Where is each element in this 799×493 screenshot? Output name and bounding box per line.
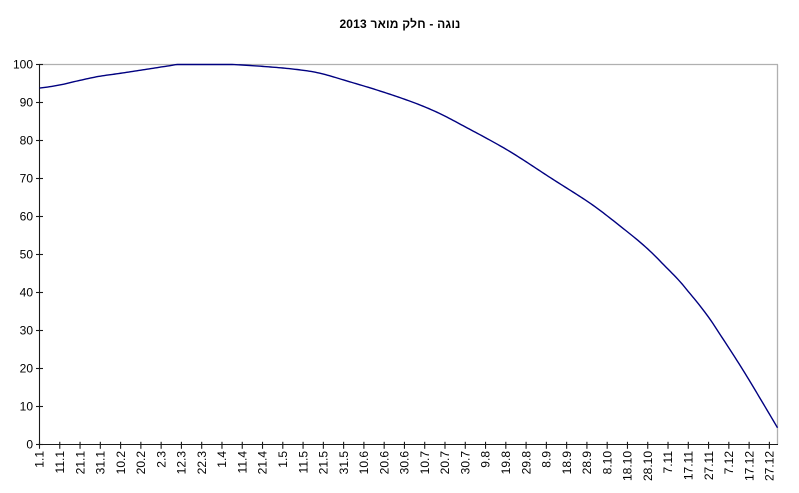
svg-text:10: 10: [20, 400, 34, 414]
svg-text:28.10: 28.10: [641, 451, 655, 481]
svg-text:29.8: 29.8: [519, 451, 533, 475]
svg-text:90: 90: [20, 96, 34, 110]
svg-text:12.3: 12.3: [175, 451, 189, 475]
svg-text:11.5: 11.5: [296, 451, 310, 474]
svg-text:20.6: 20.6: [377, 451, 391, 475]
svg-text:31.5: 31.5: [337, 451, 351, 475]
svg-text:10.7: 10.7: [418, 451, 432, 475]
svg-text:31.1: 31.1: [94, 451, 108, 475]
svg-text:70: 70: [20, 172, 34, 186]
svg-text:21.4: 21.4: [256, 451, 270, 475]
svg-text:28.9: 28.9: [580, 451, 594, 475]
svg-text:2.3: 2.3: [154, 451, 168, 468]
svg-text:20.7: 20.7: [438, 451, 452, 475]
svg-text:80: 80: [20, 134, 34, 148]
svg-text:10.6: 10.6: [357, 451, 371, 475]
svg-text:9.8: 9.8: [479, 451, 493, 468]
svg-text:נוגה - חלק מואר 2013: נוגה - חלק מואר 2013: [339, 17, 460, 31]
svg-text:11.1: 11.1: [53, 451, 67, 474]
svg-text:0: 0: [26, 438, 33, 452]
svg-text:1.5: 1.5: [276, 451, 290, 468]
svg-text:18.10: 18.10: [621, 451, 635, 481]
svg-text:20: 20: [20, 362, 34, 376]
svg-text:1.4: 1.4: [215, 451, 229, 468]
svg-text:21.1: 21.1: [73, 451, 87, 475]
svg-text:8.9: 8.9: [540, 451, 554, 468]
svg-text:30.6: 30.6: [398, 451, 412, 475]
svg-text:27.12: 27.12: [763, 451, 777, 481]
svg-text:27.11: 27.11: [702, 451, 716, 480]
svg-text:18.9: 18.9: [560, 451, 574, 475]
svg-text:7.11: 7.11: [661, 451, 675, 474]
svg-text:17.12: 17.12: [742, 451, 756, 481]
svg-text:17.11: 17.11: [681, 451, 695, 480]
svg-text:19.8: 19.8: [499, 451, 513, 475]
svg-text:8.10: 8.10: [600, 451, 614, 475]
svg-text:22.3: 22.3: [195, 451, 209, 475]
svg-text:40: 40: [20, 286, 34, 300]
svg-text:30: 30: [20, 324, 34, 338]
svg-text:50: 50: [20, 248, 34, 262]
svg-text:11.4: 11.4: [235, 451, 249, 474]
svg-text:7.12: 7.12: [722, 451, 736, 475]
svg-text:1.1: 1.1: [33, 451, 47, 468]
svg-text:100: 100: [13, 58, 33, 72]
svg-text:20.2: 20.2: [134, 451, 148, 475]
svg-text:30.7: 30.7: [458, 451, 472, 475]
svg-text:60: 60: [20, 210, 34, 224]
svg-text:10.2: 10.2: [114, 451, 128, 475]
svg-text:21.5: 21.5: [317, 451, 331, 475]
